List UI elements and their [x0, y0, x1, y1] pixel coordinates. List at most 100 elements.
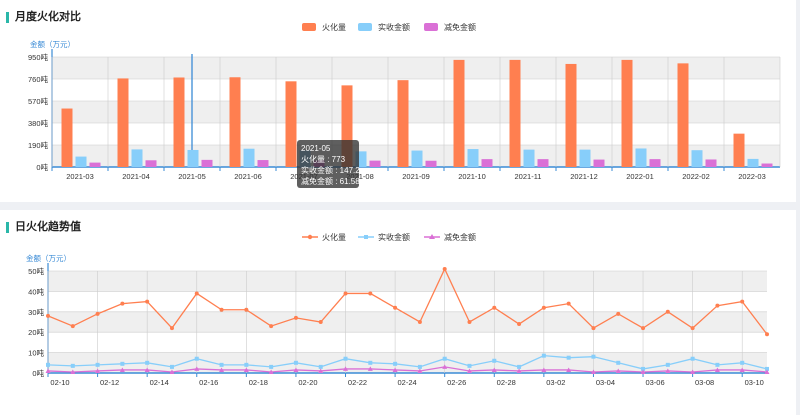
data-point: [46, 362, 50, 367]
grid-band: [48, 352, 767, 373]
bar: [411, 150, 423, 167]
data-point: [194, 366, 200, 371]
bar: [733, 133, 745, 167]
x-tick-label: 02-14: [150, 378, 169, 387]
data-point: [690, 326, 695, 331]
x-tick-label: 02-18: [249, 378, 268, 387]
daily-chart-title: 日火化趋势值: [6, 222, 81, 233]
daily-trend-panel: 日火化趋势值 火化量 实收金额 减免金额 0吨 10吨 20吨 30吨 40吨 50吨 金额（万元…: [0, 210, 796, 415]
data-point: [392, 367, 398, 372]
data-point: [466, 368, 472, 373]
data-point: [144, 367, 150, 372]
data-point: [393, 305, 398, 310]
bar: [229, 77, 241, 167]
data-point: [665, 362, 670, 367]
data-point: [640, 369, 646, 374]
data-point: [343, 366, 349, 371]
data-point: [219, 307, 224, 312]
data-point: [541, 367, 547, 372]
data-point: [566, 367, 572, 372]
monthly-chart-title: 月度火化对比: [6, 12, 81, 23]
data-point: [417, 368, 423, 373]
x-tick-label: 02-22: [348, 378, 367, 387]
data-point: [343, 356, 348, 361]
data-point: [665, 309, 670, 314]
legend-label: 实收金额: [378, 232, 410, 242]
x-tick-label: 2021-09: [402, 172, 430, 181]
y-tick-label: 20吨: [28, 327, 44, 337]
x-tick-label: 2022-02: [682, 172, 710, 181]
x-tick-label: 02-24: [398, 378, 417, 387]
data-point: [566, 301, 571, 306]
data-point: [690, 369, 696, 374]
y-tick-label: 0吨: [32, 368, 44, 378]
data-point: [739, 367, 745, 372]
series-line: [47, 354, 768, 370]
data-point: [70, 324, 75, 329]
y-tick-label: 40吨: [28, 286, 44, 296]
y-tick-label: 10吨: [28, 348, 44, 358]
data-point: [641, 326, 646, 331]
data-point: [169, 326, 174, 331]
data-point: [764, 369, 770, 374]
data-point: [169, 369, 175, 374]
data-point: [517, 364, 522, 369]
y-tick-label: 190吨: [28, 140, 49, 150]
data-point: [293, 367, 299, 372]
bar: [257, 160, 269, 167]
bar: [621, 59, 633, 167]
grid-band: [52, 101, 780, 123]
bar: [565, 63, 577, 167]
legend-label: 火化量: [322, 232, 346, 242]
x-tick-label: 03-06: [645, 378, 664, 387]
legend-swatch: [302, 23, 316, 31]
tooltip-line: 实收金额 : 147.2: [301, 166, 360, 175]
y-tick-label: 0吨: [36, 162, 48, 172]
y-tick-label: 760吨: [28, 74, 49, 84]
data-point: [145, 360, 150, 365]
x-tick-label: 02-12: [100, 378, 119, 387]
monthly-bar-chart: 火化量 实收金额 减免金额 0吨 190吨 380吨 570吨 760吨 950吨 金额（万元） 2…: [28, 22, 781, 181]
y-tick-label: 380吨: [28, 118, 49, 128]
legend-swatch: [358, 23, 372, 31]
bar: [117, 78, 129, 167]
data-point: [516, 368, 522, 373]
y-tick-label: 50吨: [28, 266, 44, 276]
data-point: [120, 361, 125, 366]
tooltip-title: 2021-05: [301, 144, 331, 153]
x-tick-label: 2022-01: [626, 172, 654, 181]
bar: [75, 156, 87, 167]
y-tick-label: 570吨: [28, 96, 49, 106]
data-point: [492, 305, 497, 310]
data-point: [715, 303, 720, 308]
data-point: [393, 361, 398, 366]
x-tick-label: 03-04: [596, 378, 615, 387]
data-point: [194, 356, 199, 361]
data-point: [269, 324, 274, 329]
x-tick-label: 2021-03: [66, 172, 94, 181]
bar: [705, 159, 717, 167]
bar: [579, 149, 591, 167]
monthly-cremation-panel: 月度火化对比 火化量 实收金额 减免金额 0吨 190吨 380吨 570吨 760吨 950吨…: [0, 0, 796, 202]
data-point: [169, 364, 174, 369]
data-point: [442, 266, 447, 271]
x-tick-label: 2021-12: [570, 172, 598, 181]
x-tick-label: 02-28: [497, 378, 516, 387]
data-point: [590, 369, 596, 374]
tooltip-line: 减免金额 : 61.58: [301, 177, 360, 186]
legend-marker: [307, 234, 313, 240]
data-point: [343, 291, 348, 296]
data-point: [417, 320, 422, 324]
legend-marker: [429, 234, 435, 239]
bar: [61, 108, 73, 167]
data-point: [318, 364, 323, 369]
bar: [481, 159, 493, 167]
data-point: [765, 366, 769, 371]
data-point: [45, 368, 51, 373]
data-point: [442, 356, 447, 361]
data-point: [268, 369, 274, 374]
data-point: [368, 291, 373, 296]
legend-label: 实收金额: [378, 22, 410, 32]
bar: [145, 160, 157, 167]
data-point: [616, 311, 621, 316]
